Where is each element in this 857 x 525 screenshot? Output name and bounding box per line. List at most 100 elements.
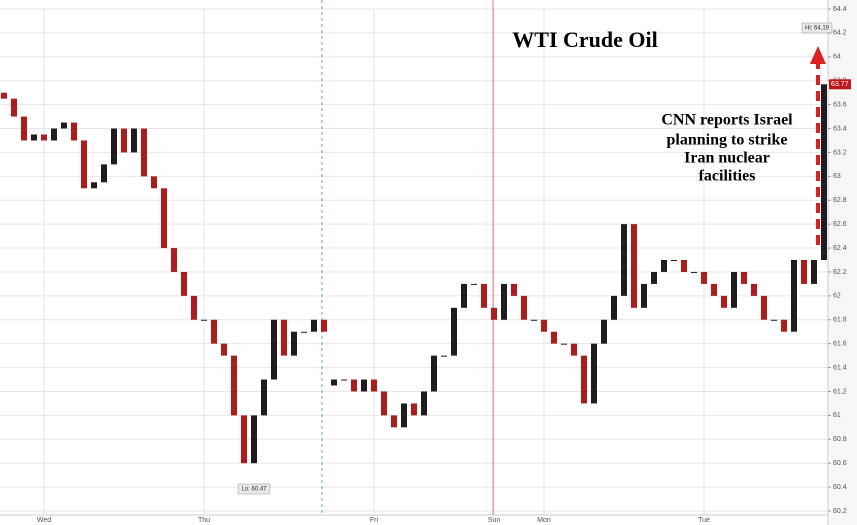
- candle-body: [571, 343, 577, 356]
- candle-body: [441, 355, 447, 357]
- y-tick-label: 60.2: [833, 508, 847, 515]
- candle-body: [31, 134, 37, 141]
- y-tick-label: 62.4: [833, 245, 847, 252]
- candle-body: [701, 271, 707, 284]
- candle-body: [321, 319, 327, 332]
- candle-body: [821, 84, 827, 260]
- candle-body: [521, 295, 527, 320]
- y-tick-label: 60.4: [833, 484, 847, 491]
- y-tick-label: 61: [833, 412, 841, 419]
- candle-body: [791, 260, 797, 332]
- candle-body: [711, 283, 717, 296]
- y-tick-label: 61.4: [833, 364, 847, 371]
- candle-body: [501, 283, 507, 320]
- candle-body: [21, 116, 27, 141]
- x-tick-label: Fri: [370, 517, 379, 524]
- y-tick-label: 61.6: [833, 341, 847, 348]
- candle-body: [371, 379, 377, 392]
- y-tick-label: 63.2: [833, 149, 847, 156]
- y-tick-label: 64.4: [833, 6, 847, 13]
- candle-body: [721, 295, 727, 308]
- candle-body: [731, 271, 737, 308]
- candle-body: [121, 128, 127, 153]
- candle-body: [691, 271, 697, 273]
- candle-body: [621, 224, 627, 296]
- candle-body: [271, 319, 277, 380]
- candle-body: [641, 283, 647, 308]
- candle-body: [191, 295, 197, 320]
- candle-body: [781, 319, 787, 332]
- candle-body: [261, 379, 267, 416]
- candle-body: [341, 379, 347, 381]
- candle-body: [231, 355, 237, 416]
- y-tick-label: 62.2: [833, 269, 847, 276]
- candle-body: [351, 379, 357, 392]
- candle-body: [631, 224, 637, 308]
- candle-body: [391, 415, 397, 428]
- annotation-line: CNN reports Israel: [661, 112, 793, 129]
- candle-body: [251, 415, 257, 464]
- y-tick-label: 60.8: [833, 436, 847, 443]
- annotation-line: planning to strike: [667, 132, 788, 149]
- candle-body: [101, 164, 107, 183]
- candle-body: [771, 319, 777, 321]
- candle-body: [331, 379, 337, 386]
- y-tick-label: 60.6: [833, 460, 847, 467]
- candle-body: [381, 391, 387, 416]
- candle-body: [211, 319, 217, 344]
- chart-title: WTI Crude Oil: [512, 27, 657, 52]
- grid: [0, 8, 828, 515]
- x-tick-label: Sun: [488, 517, 501, 524]
- last-price-label: 63.77: [831, 81, 849, 88]
- candle-body: [201, 319, 207, 321]
- candle-body: [541, 319, 547, 332]
- candle-body: [751, 283, 757, 296]
- arrow-head: [810, 46, 826, 64]
- candle-body: [611, 295, 617, 320]
- candle-body: [511, 283, 517, 296]
- candle-body: [1, 92, 7, 99]
- y-tick-label: 61.8: [833, 317, 847, 324]
- y-tick-label: 62: [833, 293, 841, 300]
- candle-body: [61, 122, 67, 129]
- candle-body: [531, 319, 537, 321]
- x-tick-label: Mon: [537, 517, 551, 524]
- candle-body: [361, 379, 367, 392]
- y-tick-label: 62.8: [833, 197, 847, 204]
- candle-body: [741, 271, 747, 284]
- low-label: Lo: 60.47: [241, 487, 267, 493]
- annotation-line: facilities: [699, 168, 756, 185]
- candle-body: [651, 271, 657, 284]
- y-tick-label: 63.6: [833, 101, 847, 108]
- candle-body: [111, 128, 117, 165]
- high-label: Hi: 64.19: [805, 26, 830, 32]
- y-tick-label: 63: [833, 173, 841, 180]
- candle-body: [551, 331, 557, 344]
- candle-body: [491, 307, 497, 320]
- candle-body: [151, 176, 157, 189]
- candle-body: [281, 319, 287, 356]
- candle-body: [291, 331, 297, 356]
- last-price-tag: [829, 79, 851, 90]
- candle-body: [221, 343, 227, 356]
- candle-body: [451, 307, 457, 356]
- candle-body: [431, 355, 437, 392]
- candle-body: [811, 260, 817, 284]
- candle-body: [421, 391, 427, 416]
- candle-body: [681, 260, 687, 272]
- low-tag: [237, 483, 271, 495]
- y-tick-label: 64: [833, 54, 841, 61]
- candle-body: [661, 260, 667, 272]
- candle-body: [11, 98, 17, 117]
- y-tick-label: 64.2: [833, 30, 847, 37]
- candle-body: [301, 331, 307, 333]
- annotation-line: Iran nuclear: [684, 150, 770, 167]
- candle-body: [801, 260, 807, 284]
- candle-body: [131, 128, 137, 153]
- candle-body: [401, 403, 407, 428]
- candle-body: [161, 188, 167, 249]
- candle-body: [601, 319, 607, 344]
- candle-body: [71, 122, 77, 141]
- candle-body: [411, 403, 417, 416]
